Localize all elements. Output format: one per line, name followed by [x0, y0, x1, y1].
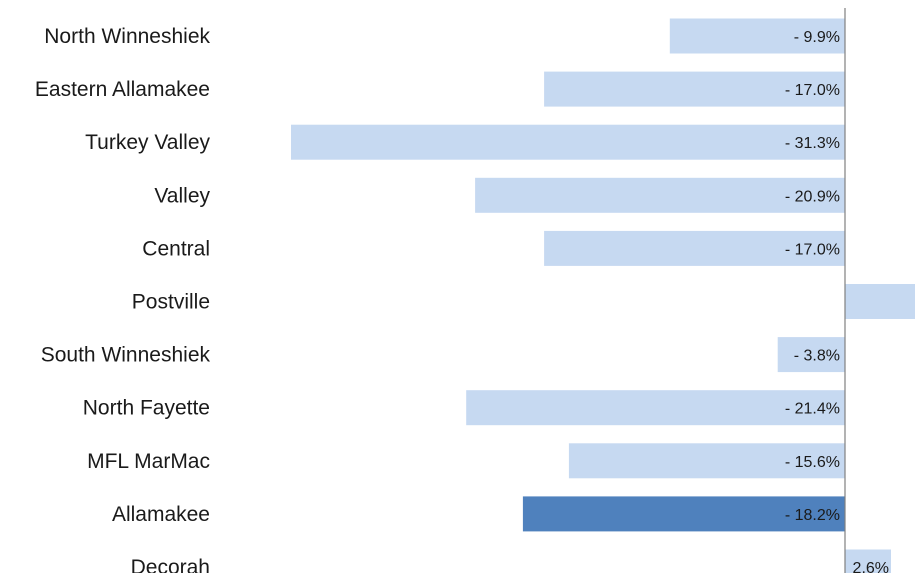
category-label-eastern-allamakee: Eastern Allamakee — [35, 78, 210, 101]
value-label-north-winneshiek: - 9.9% — [794, 29, 840, 46]
category-labels-group: North Winneshiek Eastern Allamakee Turkey … — [35, 25, 211, 573]
bar-turkey-valley — [291, 124, 845, 160]
value-label-south-winneshiek: - 3.8% — [794, 348, 840, 365]
bar-south-winneshiek — [777, 337, 845, 373]
value-labels-group: - 9.9%- 17.0%- 31.3%- 20.9%- 17.0%8.3%- … — [785, 29, 889, 573]
value-label-allamakee: - 18.2% — [785, 507, 840, 524]
value-label-mfl-marmac: - 15.6% — [785, 454, 840, 471]
category-label-valley: Valley — [154, 184, 210, 207]
bar-central — [544, 230, 845, 266]
bar-allamakee — [522, 496, 845, 532]
bar-north-winneshiek — [669, 18, 845, 54]
value-label-central: - 17.0% — [785, 241, 840, 258]
category-label-north-winneshiek: North Winneshiek — [44, 25, 210, 48]
value-label-turkey-valley: - 31.3% — [785, 135, 840, 152]
bar-postville — [845, 284, 915, 319]
category-label-north-fayette: North Fayette — [83, 397, 210, 420]
bar-valley — [475, 177, 845, 213]
category-label-postville: Postville — [132, 291, 210, 314]
bars-group — [291, 18, 915, 573]
value-label-valley: - 20.9% — [785, 188, 840, 205]
category-label-allamakee: Allamakee — [112, 503, 210, 526]
value-label-north-fayette: - 21.4% — [785, 401, 840, 418]
category-label-south-winneshiek: South Winneshiek — [41, 344, 211, 367]
category-label-mfl-marmac: MFL MarMac — [87, 450, 210, 473]
category-label-decorah: Decorah — [131, 556, 210, 573]
category-label-central: Central — [142, 237, 210, 260]
value-label-eastern-allamakee: - 17.0% — [785, 82, 840, 99]
bar-mfl-marmac — [568, 443, 845, 479]
category-label-turkey-valley: Turkey Valley — [85, 131, 210, 154]
bar-eastern-allamakee — [544, 71, 845, 107]
bar-decorah — [845, 549, 891, 573]
bar-north-fayette — [466, 390, 845, 426]
value-label-decorah: 2.6% — [853, 560, 889, 573]
